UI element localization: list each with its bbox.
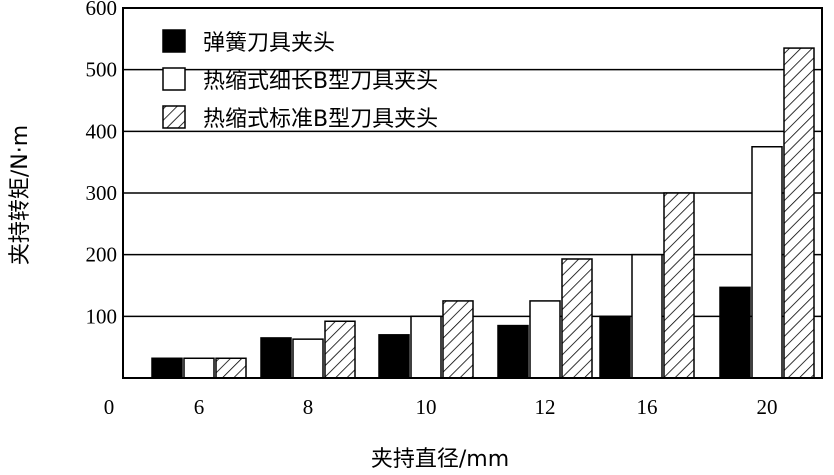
bar-empty-20 (751, 146, 783, 379)
x-tick-label: 12 (535, 395, 556, 419)
x-tick-labels: 6 8 10 12 16 20 (194, 395, 778, 419)
x-axis-title: 夹持直径/mm (371, 447, 509, 472)
x-tick-label: 16 (637, 395, 658, 419)
y-axis-title: 夹持转矩/N·m (8, 125, 33, 265)
y-tick-label: 400 (86, 119, 118, 143)
bar-hatch-12 (561, 258, 593, 379)
x-tick-label: 8 (303, 395, 314, 419)
bar-hatch-6 (215, 357, 247, 379)
bar-hatch-10 (442, 300, 474, 379)
legend-swatch-hatch (162, 105, 186, 129)
bar-empty-8 (292, 338, 324, 379)
bar-hatch-8 (324, 320, 356, 379)
bar-solid-20 (719, 286, 751, 379)
bar-solid-6 (151, 357, 183, 379)
x-tick-label: 20 (757, 395, 778, 419)
y-tick-labels: 100 200 300 400 500 600 (86, 0, 118, 328)
legend-label: 弹簧刀具夹头 (203, 31, 335, 56)
y-tick-label: 500 (86, 58, 118, 82)
y-tick-label: 600 (86, 0, 118, 20)
bar-solid-16 (599, 315, 631, 379)
bar-hatch-20 (783, 47, 815, 379)
origin-label: 0 (104, 395, 115, 419)
bars-group (151, 47, 815, 379)
x-tick-label: 6 (194, 395, 205, 419)
bar-empty-12 (529, 300, 561, 379)
plot-frame (122, 7, 823, 379)
legend-swatch-empty (162, 67, 186, 91)
bar-empty-6 (183, 357, 215, 379)
bar-solid-10 (378, 334, 410, 379)
legend-label: 热缩式细长B型刀具夹头 (203, 69, 438, 94)
bar-solid-12 (497, 324, 529, 379)
y-tick-label: 100 (86, 304, 118, 328)
bar-empty-16 (631, 253, 663, 379)
bar-empty-10 (410, 315, 442, 379)
gridlines (123, 68, 822, 318)
legend-swatch-solid (162, 29, 186, 53)
y-tick-label: 300 (86, 181, 118, 205)
y-tick-label: 200 (86, 243, 118, 267)
bar-solid-8 (260, 337, 292, 379)
legend-label: 热缩式标准B型刀具夹头 (203, 107, 438, 132)
x-tick-label: 10 (416, 395, 437, 419)
bar-hatch-16 (663, 192, 695, 379)
